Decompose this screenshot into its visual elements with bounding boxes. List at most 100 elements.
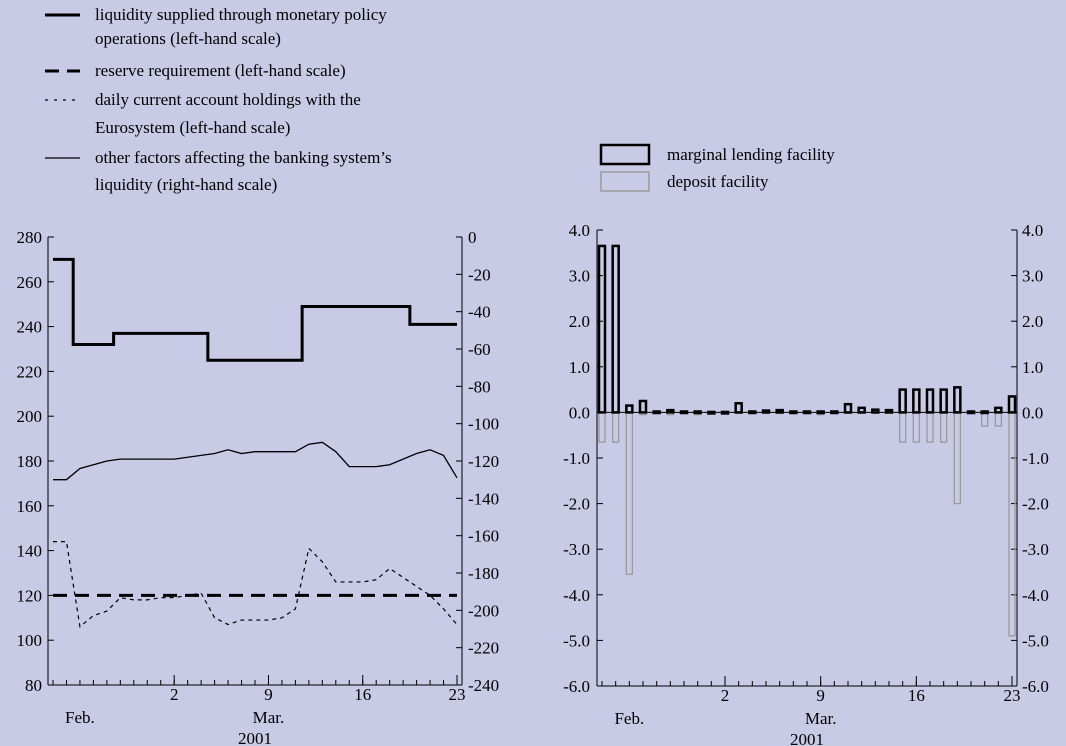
left-y-tick-label: -1.0: [563, 449, 590, 468]
x-tick-label: 16: [354, 685, 371, 704]
right-y-tick-label: -180: [468, 564, 499, 583]
left-y-tick-label: 3.0: [569, 267, 590, 286]
left-y-tick-label: 80: [25, 676, 42, 695]
right-y-tick-label: 2.0: [1022, 312, 1043, 331]
lending-bar: [912, 388, 921, 414]
x-tick-label: 9: [264, 685, 273, 704]
legend-label: daily current account holdings with the: [95, 90, 361, 109]
lending-bar: [966, 410, 976, 415]
left-y-tick-label: 1.0: [569, 358, 590, 377]
right-y-tick-label: -6.0: [1022, 677, 1049, 696]
right-y-tick-label: -4.0: [1022, 586, 1049, 605]
legend-label: operations (left-hand scale): [95, 29, 281, 48]
deposit-bar: [981, 411, 989, 427]
month-label: Feb.: [614, 709, 644, 728]
right-y-tick-label: -5.0: [1022, 631, 1049, 650]
right-y-tick-label: -200: [468, 601, 499, 620]
right-y-tick-label: -40: [468, 303, 491, 322]
deposit-bar: [912, 411, 920, 443]
right-y-tick-label: 4.0: [1022, 221, 1043, 240]
deposit-bar: [625, 411, 633, 575]
right-y-tick-label: 3.0: [1022, 267, 1043, 286]
lending-bar: [802, 410, 812, 415]
right-legend: marginal lending facility deposit facilit…: [599, 143, 835, 192]
lending-bar: [761, 409, 771, 414]
lending-bar: [789, 410, 798, 415]
lending-bar: [597, 244, 607, 414]
left-y-tick-label: 180: [17, 452, 43, 471]
legend-label: marginal lending facility: [667, 145, 835, 164]
lending-bar: [898, 388, 907, 414]
lending-bar: [720, 410, 730, 415]
month-label: Mar.: [253, 708, 285, 727]
lending-bar: [748, 410, 757, 415]
left-y-tick-label: 100: [17, 631, 43, 650]
x-tick-label: 16: [908, 686, 925, 705]
legend-label: other factors affecting the banking syst…: [95, 148, 392, 167]
left-y-tick-label: 200: [17, 407, 43, 426]
lending-bar: [843, 402, 853, 414]
left-y-tick-label: 260: [17, 273, 43, 292]
lending-bar: [857, 406, 866, 414]
left-y-tick-label: 140: [17, 542, 43, 561]
left-y-tick-label: 280: [17, 228, 43, 247]
series-line-dotted: [53, 541, 458, 628]
deposit-bar: [899, 411, 907, 443]
deposit-bar: [940, 411, 948, 443]
legend-label: liquidity (right-hand scale): [95, 175, 277, 194]
right-y-tick-label: -3.0: [1022, 540, 1049, 559]
right-y-tick-label: 0.0: [1022, 403, 1043, 422]
lending-bar: [775, 408, 784, 414]
left-y-tick-label: 4.0: [569, 221, 590, 240]
x-tick-label: 23: [1004, 686, 1021, 705]
month-label: Feb.: [65, 708, 95, 727]
right-y-tick-label: -1.0: [1022, 449, 1049, 468]
right-y-tick-label: -160: [468, 527, 499, 546]
left-y-tick-label: 240: [17, 318, 43, 337]
lending-bar: [980, 410, 989, 415]
right-y-tick-label: -240: [468, 676, 499, 695]
left-y-tick-label: -2.0: [563, 495, 590, 514]
lending-bar: [994, 406, 1003, 414]
right-chart: -6.0 -6.0 -5.0 -5.0 -4.0 -4.0 -3.0 -3.0 -2.0 -2.0…: [563, 221, 1049, 746]
left-y-tick-label: 0.0: [569, 403, 590, 422]
right-y-tick-label: -80: [468, 377, 491, 396]
lending-bar: [693, 410, 702, 415]
right-y-tick-label: -20: [468, 265, 491, 284]
lending-bar: [884, 408, 894, 414]
legend-label: deposit facility: [667, 172, 769, 191]
lending-bar: [939, 388, 948, 414]
right-y-tick-label: -220: [468, 639, 499, 658]
lending-bar: [925, 388, 935, 414]
legend-swatch-deposit: [600, 171, 650, 192]
legend-label: liquidity supplied through monetary poli…: [95, 5, 387, 24]
lending-bar: [611, 244, 620, 414]
lending-bar: [666, 408, 675, 414]
right-y-tick-label: -2.0: [1022, 495, 1049, 514]
x-tick-label: 2: [170, 685, 179, 704]
left-y-tick-label: -6.0: [563, 677, 590, 696]
deposit-bar: [598, 411, 606, 443]
lending-bar: [830, 410, 839, 415]
deposit-bar: [612, 411, 620, 443]
deposit-bar: [953, 411, 961, 505]
right-y-tick-label: -140: [468, 489, 499, 508]
left-y-tick-label: 120: [17, 586, 43, 605]
x-tick-label: 2: [721, 686, 730, 705]
lending-bar: [625, 404, 634, 414]
left-y-tick-label: 160: [17, 497, 43, 516]
lending-bar: [734, 402, 743, 414]
left-y-tick-label: -4.0: [563, 586, 590, 605]
x-tick-label: 9: [816, 686, 825, 705]
left-y-tick-label: 220: [17, 362, 43, 381]
deposit-bar: [1008, 411, 1016, 637]
left-y-tick-label: -3.0: [563, 540, 590, 559]
lending-bar: [707, 410, 716, 415]
month-label: Mar.: [805, 709, 837, 728]
year-label: 2001: [790, 730, 824, 746]
left-legend: liquidity supplied through monetary poli…: [45, 5, 392, 194]
legend-label: Eurosystem (left-hand scale): [95, 118, 290, 137]
lending-bar: [652, 410, 661, 415]
right-y-tick-label: 1.0: [1022, 358, 1043, 377]
